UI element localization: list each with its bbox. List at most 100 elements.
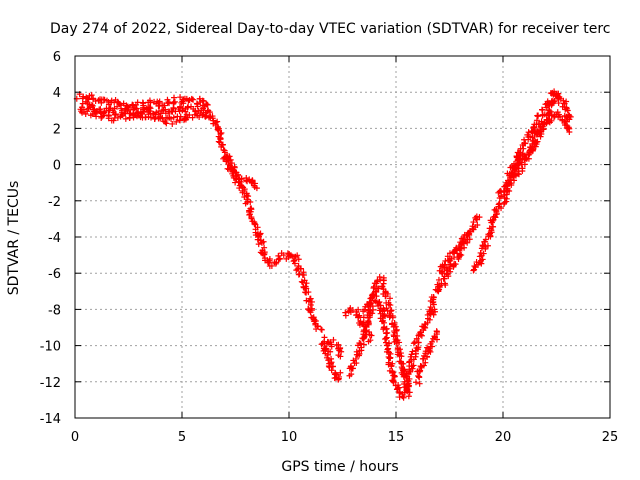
- data-point-marker: [544, 117, 551, 124]
- y-tick-label: 4: [53, 86, 61, 101]
- data-point-marker: [534, 128, 541, 135]
- data-point-marker: [448, 255, 455, 262]
- data-point-marker: [383, 334, 390, 341]
- data-point-marker: [284, 250, 291, 257]
- data-point-marker: [236, 182, 243, 189]
- data-point-marker: [374, 277, 381, 284]
- data-point-marker: [366, 299, 373, 306]
- data-point-marker: [168, 115, 175, 122]
- data-point-marker: [525, 136, 532, 143]
- x-axis-title: GPS time / hours: [281, 459, 398, 475]
- data-point-marker: [303, 280, 310, 287]
- data-point-marker: [226, 162, 233, 169]
- data-point-marker: [562, 106, 569, 113]
- data-point-marker: [306, 307, 313, 314]
- data-point-marker: [90, 106, 97, 113]
- data-point-marker: [146, 107, 153, 114]
- data-point-marker: [138, 110, 145, 117]
- data-point-marker: [221, 149, 228, 156]
- data-point-marker: [508, 181, 515, 188]
- data-point-marker: [539, 106, 546, 113]
- grid: [75, 56, 610, 418]
- data-point-marker: [89, 102, 96, 109]
- data-point-marker: [410, 340, 417, 347]
- data-point-marker: [367, 337, 374, 344]
- data-point-marker: [452, 261, 459, 268]
- data-point-marker: [122, 106, 129, 113]
- data-point-marker: [348, 363, 355, 370]
- data-point-marker: [239, 188, 246, 195]
- data-point-marker: [328, 359, 335, 366]
- data-point-marker: [405, 377, 412, 384]
- data-point-marker: [531, 133, 538, 140]
- data-curve: [79, 98, 208, 118]
- data-point-marker: [426, 316, 433, 323]
- data-point-marker: [196, 114, 203, 121]
- data-point-marker: [504, 188, 511, 195]
- data-point-marker: [464, 236, 471, 243]
- data-point-marker: [477, 249, 484, 256]
- data-point-marker: [555, 111, 562, 118]
- data-point-marker: [383, 348, 390, 355]
- data-point-marker: [496, 194, 503, 201]
- data-point-marker: [401, 378, 408, 385]
- data-point-marker: [382, 293, 389, 300]
- data-point-marker: [193, 100, 200, 107]
- data-point-marker: [200, 97, 207, 104]
- data-point-marker: [230, 172, 237, 179]
- data-point-marker: [416, 374, 423, 381]
- data-point-marker: [307, 301, 314, 308]
- data-point-marker: [390, 332, 397, 339]
- data-point-marker: [479, 256, 486, 263]
- data-point-marker: [268, 262, 275, 269]
- data-point-marker: [329, 363, 336, 370]
- data-point-marker: [255, 241, 262, 248]
- data-point-marker: [108, 117, 115, 124]
- data-point-marker: [362, 323, 369, 330]
- data-point-marker: [360, 314, 367, 321]
- x-tick-label: 15: [388, 430, 405, 445]
- data-point-marker: [427, 348, 434, 355]
- data-point-marker: [159, 107, 166, 114]
- data-point-marker: [476, 253, 483, 260]
- data-point-marker: [209, 115, 216, 122]
- data-point-marker: [318, 326, 325, 333]
- data-point-marker: [390, 377, 397, 384]
- data-point-marker: [328, 367, 335, 374]
- data-point-marker: [538, 124, 545, 131]
- data-point-marker: [379, 283, 386, 290]
- data-curve: [470, 200, 503, 274]
- data-point-marker: [384, 307, 391, 314]
- data-point-marker: [409, 348, 416, 355]
- data-point-marker: [383, 335, 390, 342]
- data-point-marker: [408, 351, 415, 358]
- data-point-marker: [337, 353, 344, 360]
- data-point-marker: [255, 233, 262, 240]
- data-point-marker: [97, 106, 104, 113]
- data-point-marker: [380, 326, 387, 333]
- data-point-marker: [266, 256, 273, 263]
- data-point-marker: [297, 265, 304, 272]
- y-tick-label: -2: [48, 195, 61, 210]
- data-point-marker: [185, 97, 192, 104]
- data-point-marker: [201, 103, 208, 110]
- data-point-marker: [360, 341, 367, 348]
- data-point-marker: [393, 337, 400, 344]
- data-point-marker: [181, 95, 188, 102]
- data-curve: [401, 306, 438, 396]
- data-point-marker: [405, 393, 412, 400]
- data-point-marker: [112, 111, 119, 118]
- data-point-marker: [435, 276, 442, 283]
- data-point-marker: [399, 393, 406, 400]
- data-point-marker: [433, 328, 440, 335]
- data-point-marker: [218, 143, 225, 150]
- chart-title: Day 274 of 2022, Sidereal Day-to-day VTE…: [50, 21, 610, 37]
- data-point-marker: [204, 101, 211, 108]
- data-point-marker: [484, 242, 491, 249]
- data-point-marker: [424, 353, 431, 360]
- data-point-marker: [534, 138, 541, 145]
- data-point-marker: [251, 220, 258, 227]
- data-point-marker: [430, 311, 437, 318]
- data-point-marker: [88, 92, 95, 99]
- y-tick-label: -12: [40, 376, 61, 391]
